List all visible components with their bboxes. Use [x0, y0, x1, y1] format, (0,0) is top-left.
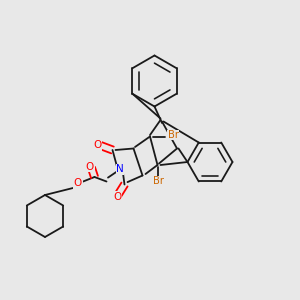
Text: O: O — [93, 140, 102, 151]
Text: Br: Br — [154, 176, 164, 187]
Text: O: O — [86, 161, 94, 172]
Text: O: O — [113, 191, 121, 202]
Text: N: N — [116, 164, 124, 175]
Text: Br: Br — [168, 130, 179, 140]
Text: O: O — [74, 178, 82, 188]
